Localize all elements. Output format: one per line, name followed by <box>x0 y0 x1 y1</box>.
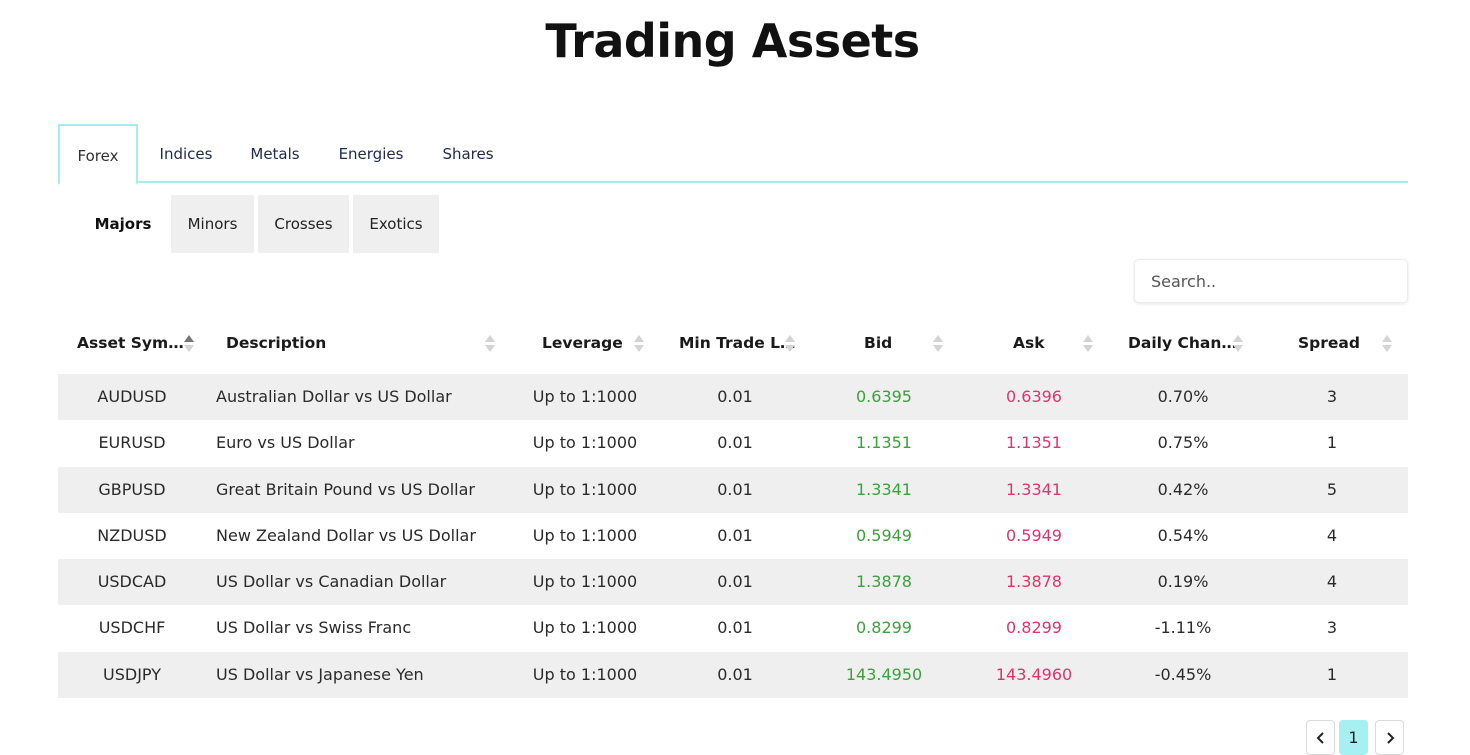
cell-min-lot: 0.01 <box>717 479 753 499</box>
cell-leverage: Up to 1:1000 <box>532 664 638 684</box>
header-spread[interactable]: Spread <box>1298 334 1360 352</box>
cell-description: US Dollar vs Japanese Yen <box>216 664 424 684</box>
sort-icon[interactable] <box>785 335 795 353</box>
table-row: USDCHF US Dollar vs Swiss Franc Up to 1:… <box>58 605 1408 651</box>
cell-change: 0.75% <box>1157 433 1209 453</box>
tab-energies[interactable]: Energies <box>338 145 404 163</box>
table-row: NZDUSD New Zealand Dollar vs US Dollar U… <box>58 513 1408 559</box>
subtab-majors[interactable]: Majors <box>94 215 152 233</box>
cell-spread: 4 <box>1326 525 1338 545</box>
cell-bid: 0.8299 <box>856 618 912 638</box>
tab-indices[interactable]: Indices <box>159 145 213 163</box>
cell-leverage: Up to 1:1000 <box>532 525 638 545</box>
subtab-minors[interactable]: Minors <box>171 195 254 253</box>
header-ask[interactable]: Ask <box>1013 334 1045 352</box>
header-bid[interactable]: Bid <box>864 334 893 352</box>
cell-leverage: Up to 1:1000 <box>532 387 638 406</box>
cell-min-lot: 0.01 <box>717 387 753 406</box>
pagination-next-button[interactable] <box>1375 720 1404 755</box>
cell-symbol: NZDUSD <box>97 525 167 545</box>
cell-leverage: Up to 1:1000 <box>532 479 638 499</box>
cell-symbol: AUDUSD <box>97 387 167 406</box>
table-row: GBPUSD Great Britain Pound vs US Dollar … <box>58 466 1408 513</box>
assets-table: Asset Symbol... Description Leverage Min… <box>58 320 1408 699</box>
search-input[interactable] <box>1134 259 1408 303</box>
cell-ask: 0.5949 <box>1006 525 1062 545</box>
cell-min-lot: 0.01 <box>717 664 753 684</box>
table-row: EURUSD Euro vs US Dollar Up to 1:1000 0.… <box>58 420 1408 466</box>
cell-spread: 5 <box>1326 479 1338 499</box>
table-row: AUDUSD Australian Dollar vs US Dollar Up… <box>58 374 1408 421</box>
tab-shares[interactable]: Shares <box>442 145 494 163</box>
cell-description: New Zealand Dollar vs US Dollar <box>216 525 476 545</box>
cell-min-lot: 0.01 <box>717 618 753 638</box>
sort-icon[interactable] <box>1083 335 1093 353</box>
cell-description: Euro vs US Dollar <box>216 433 355 453</box>
main-tabs: Forex Indices Metals Energies Shares <box>58 124 1408 185</box>
header-min-trade-lot[interactable]: Min Trade Lot... <box>679 334 799 352</box>
cell-spread: 4 <box>1326 572 1338 592</box>
cell-ask: 1.3341 <box>1006 479 1062 499</box>
page-title: Trading Assets <box>545 14 920 68</box>
cell-bid: 1.3341 <box>856 479 912 499</box>
cell-change: -1.11% <box>1154 618 1212 638</box>
table-row: USDCAD US Dollar vs Canadian Dollar Up t… <box>58 559 1408 606</box>
header-leverage[interactable]: Leverage <box>542 334 623 352</box>
sort-icon[interactable] <box>184 335 194 353</box>
pagination-prev-button[interactable] <box>1306 720 1335 755</box>
tab-forex[interactable]: Forex <box>58 124 138 185</box>
cell-ask: 0.6396 <box>1006 387 1062 406</box>
cell-leverage: Up to 1:1000 <box>532 433 638 453</box>
subtab-crosses[interactable]: Crosses <box>258 195 349 253</box>
cell-change: 0.19% <box>1157 572 1209 592</box>
cell-symbol: USDCHF <box>98 618 166 638</box>
cell-description: Great Britain Pound vs US Dollar <box>216 479 475 499</box>
cell-description: Australian Dollar vs US Dollar <box>216 387 452 406</box>
cell-symbol: USDJPY <box>103 664 161 684</box>
cell-description: US Dollar vs Canadian Dollar <box>216 572 447 592</box>
table-header: Asset Symbol... Description Leverage Min… <box>58 320 1408 374</box>
cell-description: US Dollar vs Swiss Franc <box>216 618 412 638</box>
cell-bid: 0.6395 <box>856 387 912 406</box>
cell-spread: 1 <box>1326 664 1338 684</box>
cell-leverage: Up to 1:1000 <box>532 572 638 592</box>
subtab-exotics[interactable]: Exotics <box>353 195 439 253</box>
cell-change: 0.70% <box>1157 387 1209 406</box>
header-daily-change[interactable]: Daily Change... <box>1128 334 1246 352</box>
chevron-right-icon <box>1386 732 1394 744</box>
cell-change: -0.45% <box>1154 664 1212 684</box>
sort-icon[interactable] <box>1382 335 1392 353</box>
cell-spread: 3 <box>1326 387 1338 406</box>
cell-symbol: EURUSD <box>98 433 166 453</box>
sort-icon[interactable] <box>1233 335 1243 353</box>
cell-min-lot: 0.01 <box>717 525 753 545</box>
cell-ask: 143.4960 <box>995 664 1073 684</box>
cell-min-lot: 0.01 <box>717 572 753 592</box>
cell-bid: 1.3878 <box>856 572 912 592</box>
cell-bid: 1.1351 <box>856 433 912 453</box>
cell-leverage: Up to 1:1000 <box>532 618 638 638</box>
cell-min-lot: 0.01 <box>717 433 753 453</box>
cell-change: 0.42% <box>1157 479 1209 499</box>
sort-icon[interactable] <box>485 335 495 353</box>
header-asset-symbol[interactable]: Asset Symbol... <box>77 334 189 352</box>
header-description[interactable]: Description <box>226 334 327 352</box>
sort-icon[interactable] <box>933 335 943 353</box>
cell-ask: 0.8299 <box>1006 618 1062 638</box>
cell-symbol: GBPUSD <box>98 479 166 499</box>
cell-spread: 3 <box>1326 618 1338 638</box>
cell-symbol: USDCAD <box>97 572 167 592</box>
tab-metals[interactable]: Metals <box>250 145 300 163</box>
cell-change: 0.54% <box>1157 525 1209 545</box>
cell-ask: 1.1351 <box>1006 433 1062 453</box>
cell-ask: 1.3878 <box>1006 572 1062 592</box>
chevron-left-icon <box>1316 732 1324 744</box>
cell-bid: 0.5949 <box>856 525 912 545</box>
cell-bid: 143.4950 <box>845 664 923 684</box>
sort-icon[interactable] <box>634 335 644 353</box>
pagination-page-button[interactable]: 1 <box>1339 720 1368 755</box>
table-row: USDJPY US Dollar vs Japanese Yen Up to 1… <box>58 651 1408 699</box>
cell-spread: 1 <box>1326 433 1338 453</box>
